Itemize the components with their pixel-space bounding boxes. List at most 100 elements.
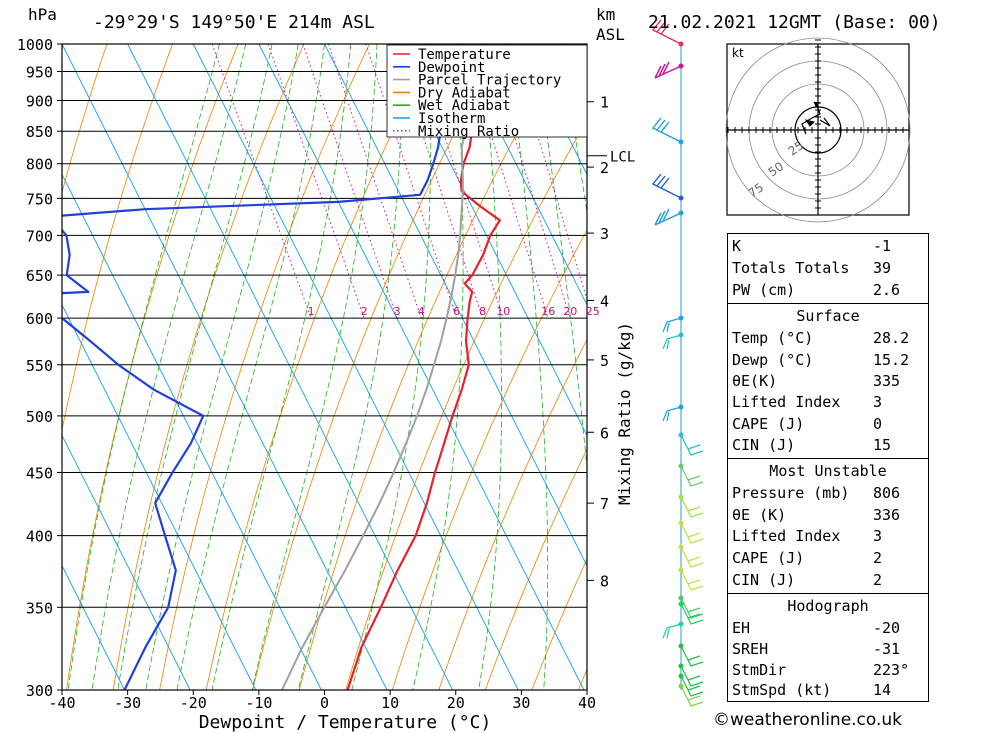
y-tick-label: 400 <box>26 528 53 546</box>
index-row-pw: PW (cm) 2.6 <box>732 281 901 299</box>
hodo-row-stmspd: StmSpd (kt) 14 <box>732 681 892 699</box>
storm-motion-arrow <box>814 102 820 108</box>
km-tick-label: 4 <box>600 292 609 310</box>
storm-motion-arrow <box>819 117 831 127</box>
divider <box>728 458 928 459</box>
location-title: -29°29'S 149°50'E 214m ASL <box>93 12 375 33</box>
hodograph-ring <box>725 37 911 223</box>
hodo-row-stmdir: StmDir 223° <box>732 661 910 679</box>
km-tick-label: 3 <box>600 225 609 243</box>
mixing-ratio-label: 16 <box>541 305 555 318</box>
mixing-ratio-label: 20 <box>563 305 577 318</box>
surface-row-cape: CAPE (J) 0 <box>732 415 883 433</box>
mixing-ratio-label: 3 <box>394 305 401 318</box>
footer-credit[interactable]: ©weatheronline.co.uk <box>713 710 902 730</box>
hodo-row-sreh: SREH -31 <box>732 640 901 658</box>
wind-barb-icon <box>678 673 704 697</box>
plot-frame <box>61 43 588 691</box>
mixing-ratio-label: 25 <box>586 305 600 318</box>
isotherm-line <box>62 303 257 690</box>
mu-row-li: Lifted Index 3 <box>732 527 883 545</box>
height-unit-km: km <box>596 5 615 24</box>
wind-barb-icon <box>678 683 704 707</box>
dewpoint-line <box>62 44 442 690</box>
hodograph-stats-title: Hodograph <box>787 597 869 615</box>
isotherm-line <box>62 564 125 690</box>
y-tick-label: 900 <box>26 93 53 111</box>
legend-label: Dewpoint <box>418 60 485 76</box>
legend-box <box>386 44 588 138</box>
storm-motion-arrow <box>804 119 815 127</box>
wind-barb-icon <box>654 208 684 226</box>
surface-row-thetae: θE(K) 335 <box>732 372 901 390</box>
x-tick-label: 0 <box>320 694 329 712</box>
wind-barb-icon <box>678 520 704 544</box>
y-tick-label: 1000 <box>17 36 53 54</box>
x-axis-label: Dewpoint / Temperature (°C) <box>199 712 492 733</box>
y-tick-label: 600 <box>26 310 53 328</box>
y-tick-label: 950 <box>26 64 53 82</box>
wind-barb <box>680 645 704 667</box>
pressure-unit-label: hPa <box>28 5 57 24</box>
surface-title: Surface <box>796 307 860 325</box>
wind-barb <box>680 465 704 487</box>
wind-barb <box>651 117 682 143</box>
wind-barb <box>651 19 682 45</box>
surface-row-li: Lifted Index 3 <box>732 393 883 411</box>
wet-adiabat-line <box>211 44 352 690</box>
y-tick-label: 500 <box>26 408 53 426</box>
wind-barb-icon <box>678 601 704 625</box>
isotherm-line <box>62 173 322 690</box>
wind-barb <box>680 496 704 518</box>
km-tick-label: 2 <box>600 159 609 177</box>
wind-barb <box>654 61 682 79</box>
wet-adiabat-line <box>412 44 464 690</box>
dry-adiabat-line <box>438 338 587 690</box>
mixing-ratio-label: 1 <box>308 305 315 318</box>
wind-barb-icon <box>662 621 684 639</box>
x-tick-label: -40 <box>48 694 75 712</box>
wet-adiabat-line <box>176 44 325 690</box>
wet-adiabat-line <box>251 44 378 690</box>
wet-adiabat-line <box>507 44 549 690</box>
hodograph-unit: kt <box>732 46 744 60</box>
wind-barb-icon <box>651 173 684 201</box>
dry-adiabat-line <box>62 44 108 194</box>
legend-label: Dry Adiabat <box>418 85 511 101</box>
datetime-title: 21.02.2021 12GMT (Base: 00) <box>648 12 941 33</box>
wind-barb-icon <box>678 432 704 456</box>
mu-row-pressure: Pressure (mb) 806 <box>732 484 901 502</box>
wind-barb <box>662 623 682 639</box>
height-unit-asl: ASL <box>596 25 625 44</box>
x-tick-label: -20 <box>180 694 207 712</box>
dry-adiabat-line <box>66 44 239 690</box>
x-tick-label: 10 <box>381 694 399 712</box>
wet-adiabat-line <box>534 44 587 472</box>
y-tick-label: 850 <box>26 123 53 141</box>
surface-row-temp: Temp (°C) 28.2 <box>732 329 910 347</box>
dry-adiabat-line <box>345 118 587 690</box>
isotherm-line <box>520 44 587 176</box>
mixing-ratio-label: 8 <box>479 305 486 318</box>
x-tick-label: 40 <box>578 694 596 712</box>
wind-barb <box>662 334 682 350</box>
mixing-ratio-label: 10 <box>496 305 510 318</box>
y-tick-label: 750 <box>26 190 53 208</box>
wind-barb <box>680 675 704 697</box>
wet-adiabat-line <box>67 44 220 690</box>
km-tick-label: 6 <box>600 424 609 442</box>
wet-adiabat-line <box>478 44 502 690</box>
index-row-totals: Totals Totals 39 <box>732 259 892 277</box>
legend-label: Wet Adiabat <box>418 98 511 114</box>
wind-barb-icon <box>678 544 704 568</box>
x-tick-label: 30 <box>512 694 530 712</box>
wind-barb <box>680 685 704 707</box>
wind-barb-icon <box>654 61 684 79</box>
y-tick-label: 300 <box>26 682 53 700</box>
wind-barb-icon <box>678 663 704 687</box>
wind-barb <box>680 597 704 619</box>
wet-adiabat-line <box>91 44 247 690</box>
legend-label: Isotherm <box>418 111 485 127</box>
lcl-label: LCL <box>610 150 635 166</box>
km-tick-label: 8 <box>600 572 609 590</box>
